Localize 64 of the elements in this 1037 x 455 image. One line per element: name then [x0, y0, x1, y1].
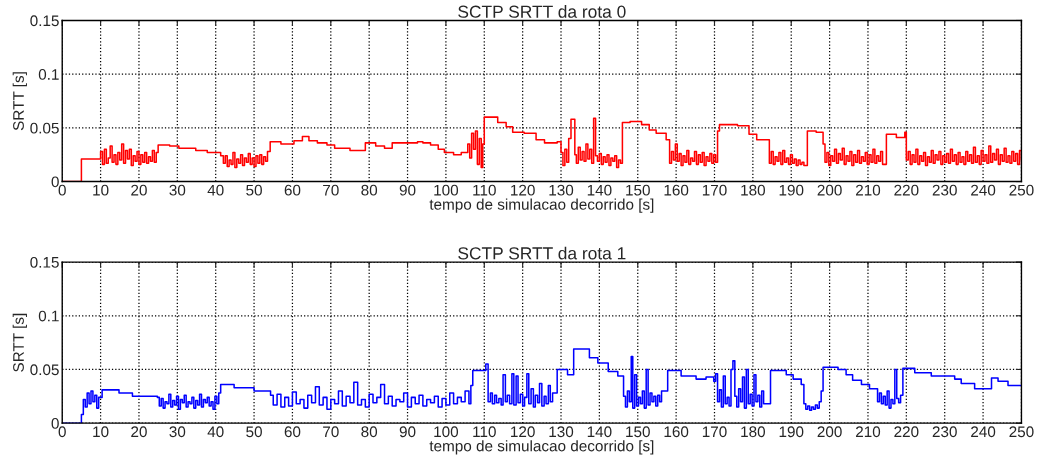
- x-tick-label: 180: [741, 426, 766, 438]
- x-tick-label: 40: [207, 426, 224, 438]
- x-tick-label: 70: [323, 426, 339, 438]
- y-tick-label: 0.05: [30, 364, 59, 376]
- x-tick-label: 20: [131, 426, 147, 438]
- x-tick-label: 230: [932, 426, 957, 438]
- y-tick-label: 0.1: [38, 69, 59, 80]
- x-tick-label: 110: [473, 426, 496, 438]
- x-tick-label: 80: [361, 426, 378, 438]
- x-tick-label: 50: [246, 426, 262, 438]
- x-tick-label: 210: [855, 184, 881, 196]
- x-tick-label: 220: [894, 426, 919, 438]
- x-tick-label: 30: [169, 426, 186, 438]
- x-tick-label: 160: [664, 184, 689, 196]
- y-axis-title: SRTT [s]: [12, 313, 27, 372]
- x-tick-label: 150: [626, 184, 650, 196]
- y-tick-label: 0: [51, 418, 59, 429]
- x-tick-label: 60: [284, 184, 301, 196]
- y-tick-label: 0.15: [30, 256, 59, 268]
- x-tick-label: 160: [664, 426, 689, 438]
- x-tick-label: 90: [399, 184, 416, 196]
- x-tick-label: 250: [1009, 184, 1034, 196]
- x-tick-label: 50: [246, 184, 262, 196]
- x-tick-label: 190: [779, 426, 804, 438]
- x-tick-label: 210: [855, 426, 881, 438]
- x-tick-label: 100: [434, 426, 459, 438]
- y-tick-label: 0.05: [30, 122, 59, 134]
- x-tick-label: 60: [284, 426, 301, 438]
- x-tick-label: 240: [971, 426, 996, 438]
- x-tick-label: 10: [93, 426, 109, 438]
- x-tick-label: 70: [323, 184, 339, 196]
- x-tick-label: 170: [702, 184, 727, 196]
- x-tick-label: 30: [169, 184, 186, 196]
- x-tick-label: 150: [626, 426, 650, 438]
- x-tick-label: 10: [93, 184, 109, 196]
- x-tick-label: 250: [1009, 426, 1034, 438]
- y-tick-label: 0: [51, 176, 59, 188]
- x-tick-label: 80: [361, 184, 378, 196]
- x-tick-label: 110: [473, 184, 496, 196]
- x-axis-title: tempo de simulacao decorrido [s]: [429, 440, 654, 455]
- x-tick-label: 40: [207, 184, 224, 196]
- chart-title: SCTP SRTT da rota 0: [458, 5, 626, 18]
- x-axis-title: tempo de simulacao decorrido [s]: [429, 198, 654, 213]
- x-tick-label: 200: [817, 184, 842, 196]
- x-tick-label: 140: [587, 184, 612, 196]
- x-tick-label: 170: [702, 426, 727, 438]
- x-tick-label: 140: [587, 426, 612, 438]
- y-tick-label: 0.1: [38, 310, 59, 322]
- x-tick-label: 100: [434, 184, 459, 196]
- x-tick-label: 90: [399, 426, 416, 438]
- x-tick-label: 130: [549, 184, 574, 196]
- x-tick-label: 120: [511, 426, 535, 438]
- y-axis-title: SRTT [s]: [12, 72, 27, 131]
- x-tick-label: 200: [817, 426, 842, 438]
- x-tick-label: 220: [894, 184, 919, 196]
- x-tick-label: 20: [131, 184, 147, 196]
- x-tick-label: 230: [932, 184, 957, 196]
- chart-title: SCTP SRTT da rota 1: [458, 246, 626, 260]
- x-tick-label: 240: [971, 184, 996, 196]
- x-tick-label: 120: [511, 184, 535, 196]
- y-tick-label: 0.15: [30, 15, 59, 27]
- x-tick-label: 130: [549, 426, 574, 438]
- x-tick-label: 180: [741, 184, 766, 196]
- x-tick-label: 190: [779, 184, 804, 196]
